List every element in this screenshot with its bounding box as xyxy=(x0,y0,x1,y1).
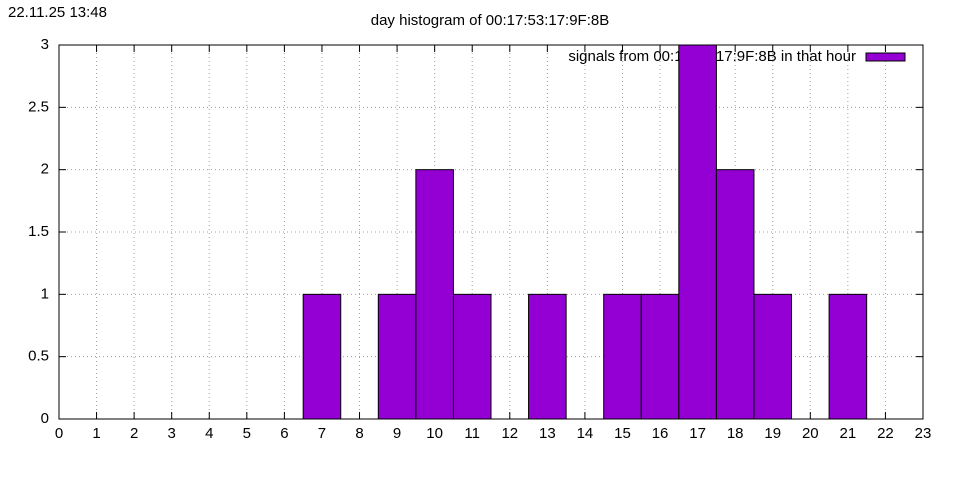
y-tick-label: 3 xyxy=(41,36,49,53)
x-tick-label: 10 xyxy=(426,425,443,442)
x-tick-label: 4 xyxy=(205,425,213,442)
y-tick-label: 0.5 xyxy=(28,348,49,365)
x-tick-label: 15 xyxy=(614,425,631,442)
x-tick-label: 1 xyxy=(92,425,100,442)
x-tick-label: 20 xyxy=(802,425,819,442)
bar xyxy=(603,293,642,420)
x-tick-label: 0 xyxy=(55,425,63,442)
x-tick-label: 8 xyxy=(355,425,363,442)
bar xyxy=(452,293,492,420)
x-tick-label: 5 xyxy=(243,425,251,442)
bar xyxy=(302,293,342,420)
x-tick-label: 22 xyxy=(877,425,894,442)
y-tick-label: 2.5 xyxy=(28,98,49,115)
bar xyxy=(528,293,567,420)
x-tick-label: 17 xyxy=(689,425,706,442)
y-tick-label: 1 xyxy=(41,285,49,302)
x-tick-label: 13 xyxy=(539,425,556,442)
bar xyxy=(678,44,717,420)
chart-title: day histogram of 00:17:53:17:9F:8B xyxy=(371,12,609,29)
y-tick-label: 2 xyxy=(41,161,49,178)
x-tick-label: 14 xyxy=(577,425,594,442)
x-tick-label: 2 xyxy=(130,425,138,442)
bar xyxy=(715,169,755,420)
x-tick-label: 7 xyxy=(318,425,326,442)
x-tick-label: 16 xyxy=(652,425,669,442)
x-tick-label: 11 xyxy=(464,425,480,442)
legend-swatch xyxy=(865,52,906,62)
x-tick-label: 6 xyxy=(280,425,288,442)
x-tick-label: 18 xyxy=(727,425,744,442)
x-tick-label: 19 xyxy=(764,425,781,442)
bar xyxy=(753,293,793,420)
x-tick-label: 23 xyxy=(915,425,932,442)
bar xyxy=(640,293,680,420)
bar xyxy=(377,293,417,420)
y-tick-label: 0 xyxy=(41,410,49,427)
y-tick-label: 1.5 xyxy=(28,223,49,240)
plot-border xyxy=(58,44,924,420)
x-tick-label: 3 xyxy=(168,425,176,442)
bar xyxy=(828,293,868,420)
x-tick-label: 21 xyxy=(840,425,857,442)
x-tick-label: 12 xyxy=(501,425,518,442)
timestamp: 22.11.25 13:48 xyxy=(8,4,107,21)
bar xyxy=(415,169,454,420)
x-tick-label: 9 xyxy=(393,425,401,442)
